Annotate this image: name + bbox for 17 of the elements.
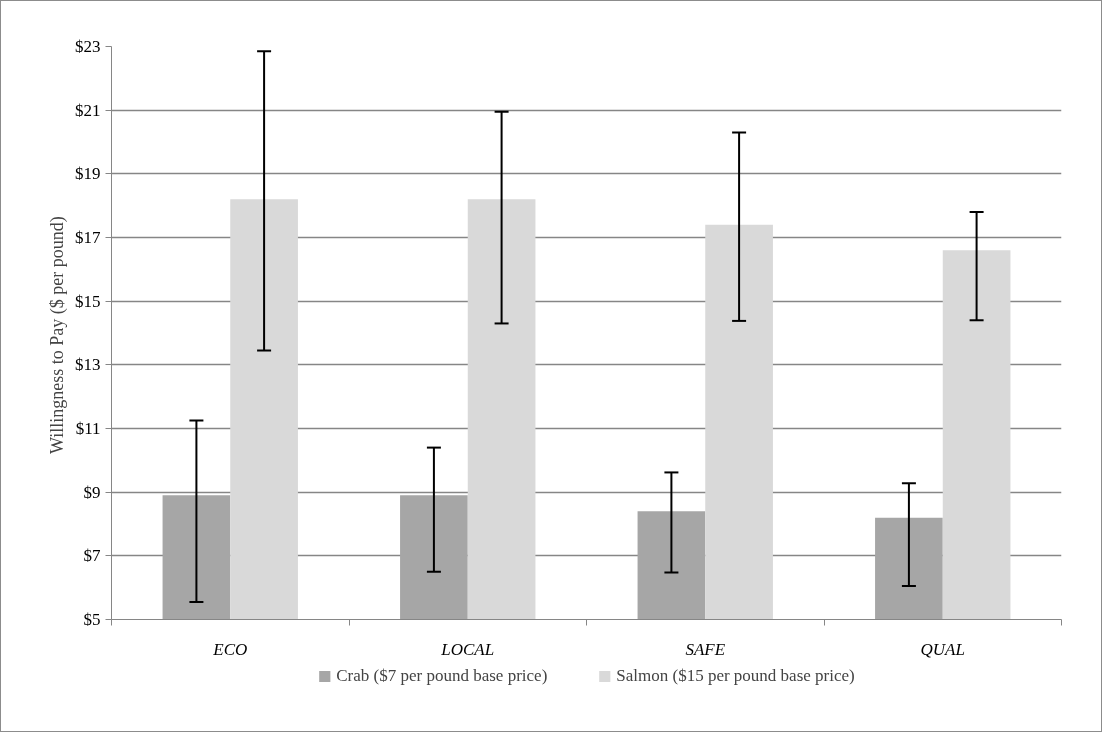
y-tick-label: $15	[75, 291, 101, 311]
x-tick-label: QUAL	[920, 639, 965, 659]
x-tick-label: SAFE	[685, 639, 726, 659]
y-tick-label: $17	[75, 228, 101, 247]
y-tick-label: $7	[83, 546, 101, 566]
x-tick-label: LOCAL	[440, 639, 495, 659]
y-tick-label: $5	[83, 610, 101, 629]
y-tick-label: $19	[75, 164, 101, 184]
legend-label: Crab ($7 per pound base price)	[336, 666, 548, 686]
y-tick-label: $21	[75, 100, 101, 120]
x-tick-label: ECO	[212, 639, 248, 659]
y-axis-title: Willingness to Pay ($ per pound)	[47, 216, 68, 455]
y-tick-label: $9	[83, 482, 101, 502]
y-tick-label: $23	[75, 37, 101, 56]
y-tick-label: $13	[75, 355, 101, 375]
y-tick-label: $11	[75, 419, 101, 438]
legend-label: Salmon ($15 per pound base price)	[616, 666, 855, 686]
